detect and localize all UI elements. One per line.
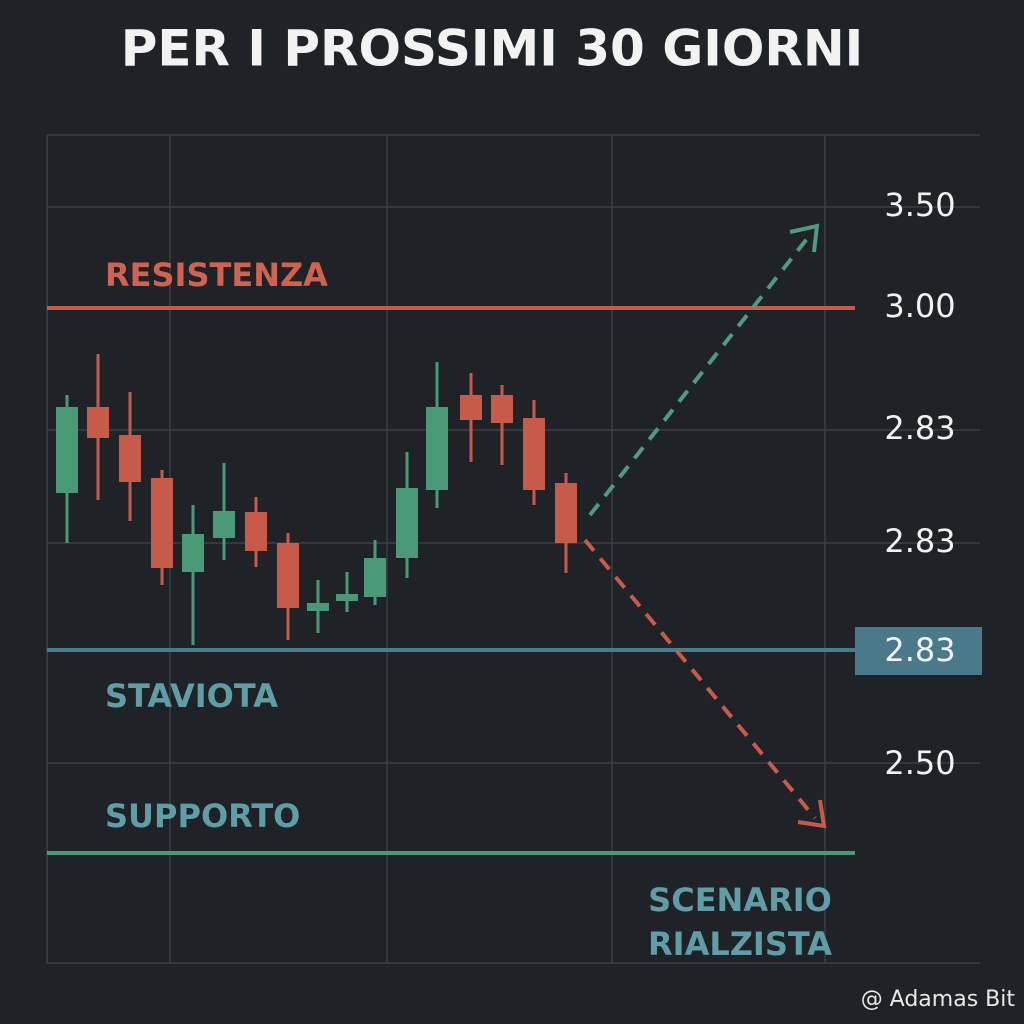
candle-body [182, 534, 204, 572]
candle-body [523, 418, 545, 490]
price-label: 2.83 [884, 631, 955, 669]
bear-arrow-head [797, 799, 827, 829]
candle-body [56, 407, 78, 493]
price-label: 3.50 [884, 186, 955, 224]
candle-body [119, 435, 141, 482]
price-highlight [855, 627, 982, 675]
candle-body [307, 603, 329, 611]
chart-title: PER I PROSSIMI 30 GIORNI [121, 20, 864, 78]
price-label: 3.00 [884, 287, 955, 325]
candle-body [396, 488, 418, 558]
watermark: @ Adamas Bit [861, 987, 1016, 1012]
candle-body [87, 407, 109, 438]
candles [56, 354, 577, 645]
candle-body [277, 543, 299, 608]
scenario-line: RIALZISTA [648, 925, 832, 963]
price-label: 2.83 [884, 409, 955, 447]
support-label: SUPPORTO [105, 797, 300, 835]
price-label: 2.50 [884, 744, 955, 782]
candle-body [555, 483, 577, 543]
bull-arrow [588, 233, 812, 517]
candle-body [213, 511, 235, 538]
price-axis: 3.50 3.00 2.83 2.83 2.83 2.50 [884, 186, 955, 782]
bear-arrow [583, 538, 817, 820]
middle-label: STAVIOTA [105, 677, 278, 715]
candle-body [245, 512, 267, 551]
candle-body [364, 558, 386, 597]
resistance-label: RESISTENZA [105, 256, 328, 294]
candle-body [491, 395, 513, 423]
candle-body [460, 395, 482, 420]
candle-body [426, 407, 448, 490]
candle-body [151, 478, 173, 568]
scenario-line: SCENARIO [648, 881, 832, 919]
candle-body [336, 594, 358, 601]
price-label: 2.83 [884, 522, 955, 560]
bull-arrow-head [789, 223, 820, 253]
